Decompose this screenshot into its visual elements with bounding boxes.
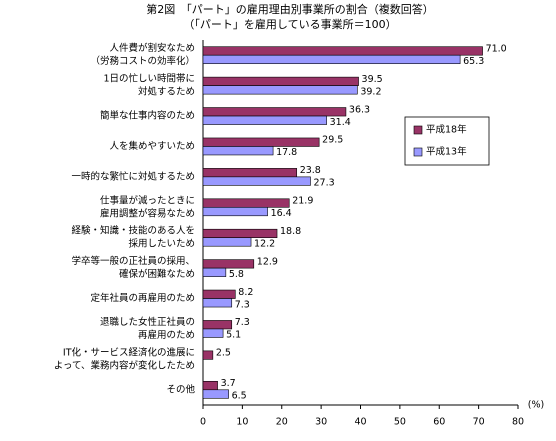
unit-label: (%) xyxy=(528,400,544,411)
y-tick-label: 再雇用のため xyxy=(138,329,195,341)
bar xyxy=(202,289,236,299)
y-tick-label: （労務コストの効率化） xyxy=(90,55,195,67)
y-tick-label: IT化・サービス経済化の進展に xyxy=(63,346,195,358)
bar xyxy=(202,137,320,147)
legend-label: 平成13年 xyxy=(426,146,467,158)
bar xyxy=(202,146,274,156)
value-label: 23.8 xyxy=(300,165,321,176)
y-tick-label: 退職した女性正社員の xyxy=(100,316,195,328)
value-label: 5.1 xyxy=(226,330,241,341)
bar xyxy=(202,259,255,269)
y-tick-label: その他 xyxy=(166,383,195,395)
value-label: 6.5 xyxy=(232,391,247,402)
x-tick-label: 70 xyxy=(473,417,485,428)
legend-swatch xyxy=(413,147,423,157)
legend-swatch xyxy=(413,125,423,135)
x-tick-label: 10 xyxy=(236,417,248,428)
y-tick-label: 定年社員の再雇用のため xyxy=(90,292,195,304)
bar xyxy=(202,115,327,125)
x-tick-label: 60 xyxy=(433,417,445,428)
x-tick-label: 30 xyxy=(315,417,327,428)
value-label: 27.3 xyxy=(313,178,334,189)
chart-title: 第2図 「パート」の雇用理由別事業所の割合（複数回答） xyxy=(146,2,434,16)
bar xyxy=(202,85,358,95)
legend-box xyxy=(404,116,490,166)
value-label: 39.2 xyxy=(360,86,381,97)
value-label: 16.4 xyxy=(271,208,292,219)
value-label: 17.8 xyxy=(276,147,297,158)
bar xyxy=(202,320,233,330)
y-tick-label: 1日の忙しい時間帯に xyxy=(103,73,195,85)
x-tick-label: 40 xyxy=(354,417,366,428)
value-label: 18.8 xyxy=(280,226,301,237)
bar xyxy=(202,54,461,65)
bar xyxy=(202,228,278,239)
x-tick-label: 20 xyxy=(276,417,288,428)
value-label: 2.5 xyxy=(216,348,231,359)
bar xyxy=(202,206,268,217)
value-label: 21.9 xyxy=(292,196,313,207)
bar xyxy=(202,350,214,360)
value-label: 12.2 xyxy=(254,238,275,249)
bar xyxy=(202,168,298,178)
value-label: 7.3 xyxy=(235,299,250,310)
value-label: 3.7 xyxy=(221,378,236,389)
y-tick-label: 確保が困難なため xyxy=(119,268,195,280)
bar xyxy=(202,237,252,247)
value-label: 31.4 xyxy=(330,117,351,128)
value-label: 12.9 xyxy=(257,256,278,267)
value-label: 71.0 xyxy=(486,43,507,54)
value-label: 29.5 xyxy=(322,135,343,146)
x-tick-label: 50 xyxy=(394,417,406,428)
y-tick-label: 採用したいため xyxy=(128,238,195,250)
y-tick-label: 対処するため xyxy=(138,86,195,98)
y-tick-label: 人件費が割安なため xyxy=(109,42,195,54)
x-tick-label: 80 xyxy=(512,417,524,428)
y-tick-label: 雇用調整が容易なため xyxy=(100,207,195,219)
bar xyxy=(202,46,483,56)
y-tick-label: 簡単な仕事内容のため xyxy=(100,110,195,122)
bar xyxy=(202,176,311,186)
value-label: 5.8 xyxy=(229,269,244,280)
bar xyxy=(202,328,224,338)
y-tick-label: よって、業務内容が変化したため xyxy=(54,359,195,371)
bar xyxy=(202,107,347,117)
value-label: 39.5 xyxy=(362,74,383,85)
y-tick-label: 学卒等一般の正社員の採用、 xyxy=(71,255,195,267)
value-label: 65.3 xyxy=(463,56,484,67)
bar xyxy=(202,389,229,399)
y-tick-label: 経験・知識・技能のある人を xyxy=(71,225,195,237)
y-tick-label: 仕事量が減ったときに xyxy=(100,194,195,206)
chart-subtitle: （「パート」を雇用している事業所＝100） xyxy=(183,17,396,31)
x-tick-label: 0 xyxy=(200,417,206,428)
bar xyxy=(202,76,359,86)
bar xyxy=(202,198,290,208)
bar xyxy=(202,267,227,277)
value-label: 8.2 xyxy=(238,287,253,298)
bar xyxy=(202,298,233,308)
value-label: 7.3 xyxy=(235,317,250,328)
legend-label: 平成18年 xyxy=(426,124,467,136)
y-tick-label: 一時的な繁忙に対処するため xyxy=(71,170,195,182)
value-label: 36.3 xyxy=(349,104,370,115)
y-tick-label: 人を集めやすいため xyxy=(109,140,195,152)
bar xyxy=(202,380,218,391)
